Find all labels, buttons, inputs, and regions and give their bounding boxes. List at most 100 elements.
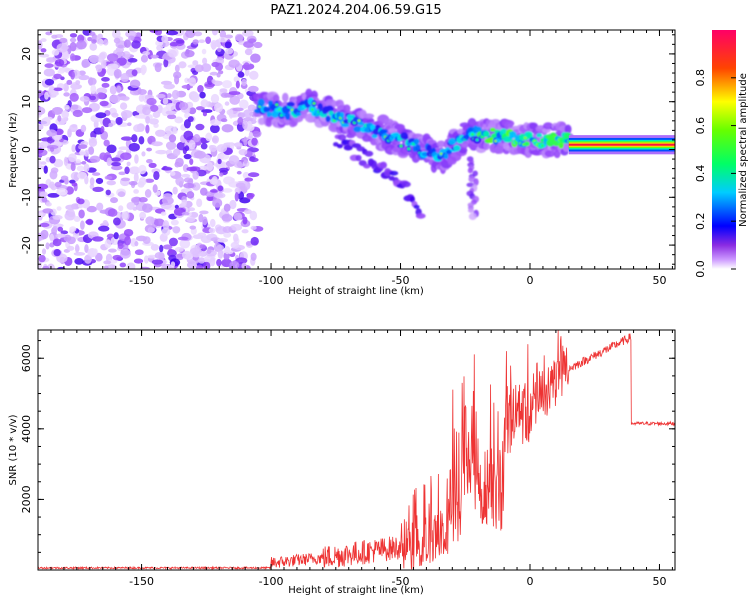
noise-blob [99, 152, 107, 161]
noise-blob [95, 64, 103, 73]
noise-blob [156, 104, 163, 114]
noise-blob [117, 44, 124, 49]
signal-halo [483, 141, 490, 151]
signal-halo [257, 117, 266, 125]
noise-blob [55, 233, 66, 238]
signal-core [483, 130, 490, 138]
noise-blob [253, 41, 263, 49]
noise-blob [106, 157, 112, 167]
noise-blob [245, 241, 252, 246]
signal-core [264, 107, 271, 112]
noise-blob [106, 53, 119, 62]
noise-blob [113, 37, 121, 44]
branch-blob [379, 161, 387, 169]
noise-blob [141, 203, 153, 213]
noise-blob [39, 222, 50, 228]
noise-blob [201, 109, 213, 114]
noise-blob [69, 37, 77, 43]
noise-blob [186, 191, 195, 199]
noise-blob [200, 235, 212, 244]
noise-blob [105, 189, 111, 196]
noise-blob [38, 106, 46, 116]
noise-blob [150, 243, 160, 251]
noise-blob [54, 58, 65, 67]
noise-blob [74, 243, 80, 253]
noise-blob [79, 95, 90, 102]
noise-blob [183, 153, 192, 160]
noise-blob [120, 249, 131, 259]
x-tick-label: -50 [392, 274, 410, 287]
noise-blob [111, 112, 119, 118]
noise-blob [45, 242, 50, 250]
noise-blob [70, 104, 79, 110]
noise-blob [63, 234, 72, 242]
signal-peak [559, 143, 563, 147]
noise-blob [73, 251, 86, 256]
noise-blob [201, 63, 212, 73]
noise-blob [239, 99, 249, 109]
noise-blob [160, 211, 167, 216]
noise-blob [131, 40, 141, 49]
noise-blob [175, 176, 185, 186]
noise-blob [88, 31, 96, 36]
noise-blob [234, 33, 244, 42]
noise-blob [63, 156, 69, 167]
noise-blob [68, 153, 77, 163]
bottom-plot-frame [37, 329, 676, 571]
noise-blob [101, 77, 110, 82]
noise-blob [49, 181, 55, 189]
signal-core [339, 111, 345, 118]
noise-blob [63, 104, 70, 110]
noise-blob [161, 227, 171, 236]
noise-blob [128, 35, 135, 41]
noise-blob [89, 177, 95, 186]
noise-blob [223, 232, 232, 238]
noise-blob [70, 71, 75, 80]
x-tick-label: -100 [259, 575, 284, 588]
noise-blob [80, 220, 85, 230]
noise-blob [177, 236, 189, 241]
noise-blob [131, 134, 138, 143]
x-tick-label: 50 [652, 274, 666, 287]
noise-blob [75, 80, 81, 85]
signal-peak [275, 103, 279, 107]
tail-blob [467, 167, 474, 174]
noise-blob [193, 150, 206, 159]
noise-blob [174, 116, 184, 124]
noise-blob [206, 75, 214, 85]
noise-blob [120, 177, 131, 182]
noise-blob [57, 69, 65, 74]
noise-blob [243, 41, 254, 48]
noise-blob [238, 148, 248, 156]
tail-blob [468, 175, 476, 183]
noise-blob [162, 220, 170, 230]
noise-blob [81, 107, 93, 114]
tail-blob [473, 178, 479, 186]
noise-blob [188, 77, 197, 87]
signal-core [257, 98, 265, 107]
noise-blob [166, 93, 172, 99]
noise-blob [185, 30, 196, 39]
noise-blob [250, 225, 257, 230]
noise-blob [133, 258, 144, 264]
noise-blob [128, 181, 138, 186]
noise-blob [232, 233, 239, 242]
noise-blob [172, 186, 178, 195]
signal-core [266, 111, 272, 118]
noise-blob [189, 158, 194, 165]
noise-blob [184, 145, 190, 152]
noise-blob [117, 242, 124, 250]
noise-blob [124, 235, 131, 246]
colorbar-tick-label: 0.6 [694, 117, 707, 135]
noise-blob [147, 227, 155, 233]
noise-blob [109, 85, 117, 95]
noise-blob [134, 114, 146, 119]
noise-blob [170, 219, 179, 226]
noise-blob [51, 107, 64, 115]
noise-blob [200, 99, 209, 108]
noise-blob [127, 58, 138, 63]
noise-blob [222, 80, 233, 89]
noise-blob [233, 212, 243, 221]
signal-halo [564, 124, 572, 135]
noise-blob [237, 117, 244, 126]
